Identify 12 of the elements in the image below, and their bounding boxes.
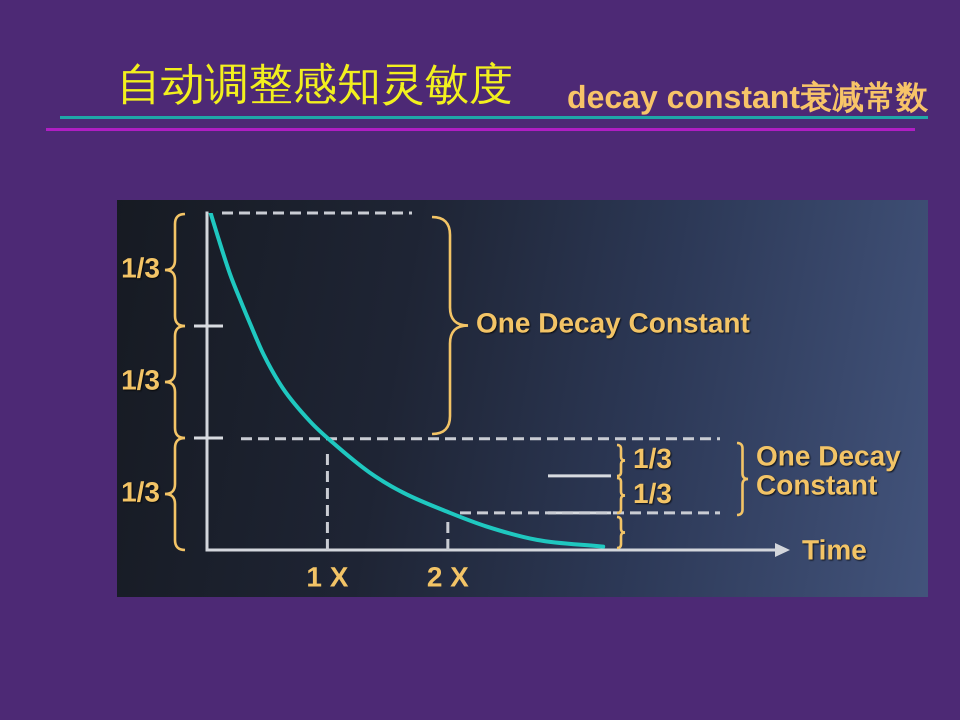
x-axis-title: Time [802,534,867,566]
annotation: 1/3 [633,478,672,510]
chart-subtitle: decay constant衰减常数 [567,79,928,115]
text: 1/3 [121,476,160,508]
x-tick-label: 1 X [306,562,349,593]
annotation: One Decay Constant [756,440,902,501]
x-tick-label: 2 X [426,562,470,593]
text: 1/3 [121,364,160,396]
text: 1/3 [121,252,160,284]
chart-title: 自动调整感知灵敏度 [117,59,513,110]
annotation: 1/3 [633,443,672,474]
annotation: One Decay Constant [476,308,750,339]
